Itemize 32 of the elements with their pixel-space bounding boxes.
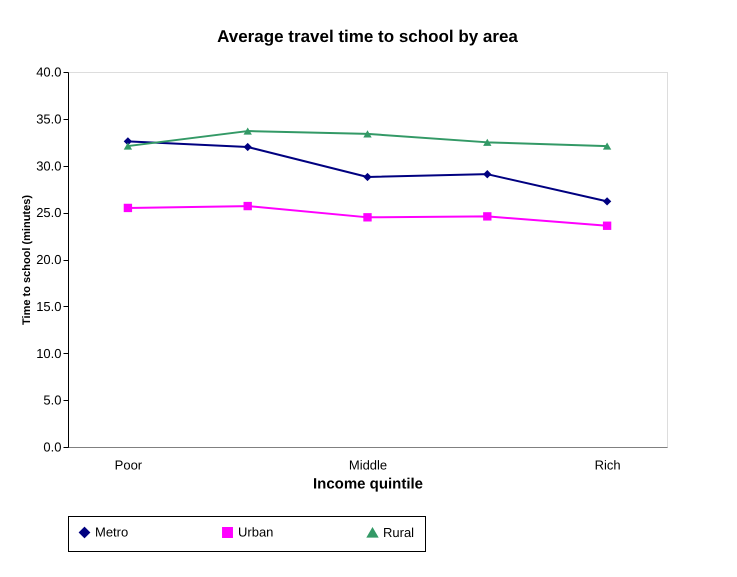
y-tick-label: 35.0	[36, 111, 62, 126]
point	[244, 202, 252, 210]
legend-label: Rural	[383, 524, 414, 540]
point	[483, 170, 492, 178]
point	[483, 138, 492, 146]
y-tick-label: 30.0	[36, 158, 62, 174]
legend-label: Urban	[238, 524, 274, 540]
y-tick-label: 25.0	[36, 205, 62, 220]
point	[602, 142, 612, 150]
y-tick-label: 20.0	[36, 252, 62, 267]
x-tick-label: Poor	[114, 458, 143, 472]
point	[244, 142, 252, 152]
point	[363, 213, 372, 222]
legend-label: Metro	[95, 524, 128, 540]
point	[244, 127, 252, 135]
chart-title: Average travel time to school by area	[217, 27, 518, 46]
point	[602, 197, 612, 206]
y-tick-label: 5.0	[43, 392, 62, 408]
x-tick-label: Middle	[348, 458, 388, 472]
x-tick-label: Rich	[594, 458, 621, 472]
point	[124, 204, 132, 212]
y-tick-label: 10.0	[36, 346, 62, 361]
y-tick-label: 0.0	[43, 440, 62, 454]
point	[124, 142, 132, 150]
x-axis-title: Income quintile	[312, 476, 424, 492]
point	[602, 222, 612, 230]
point	[363, 130, 372, 138]
point	[363, 172, 372, 182]
point	[483, 212, 492, 221]
y-tick-label: 40.0	[36, 64, 62, 80]
y-axis-title: Time to school (minutes)	[21, 194, 34, 325]
y-tick-label: 15.0	[36, 298, 62, 314]
